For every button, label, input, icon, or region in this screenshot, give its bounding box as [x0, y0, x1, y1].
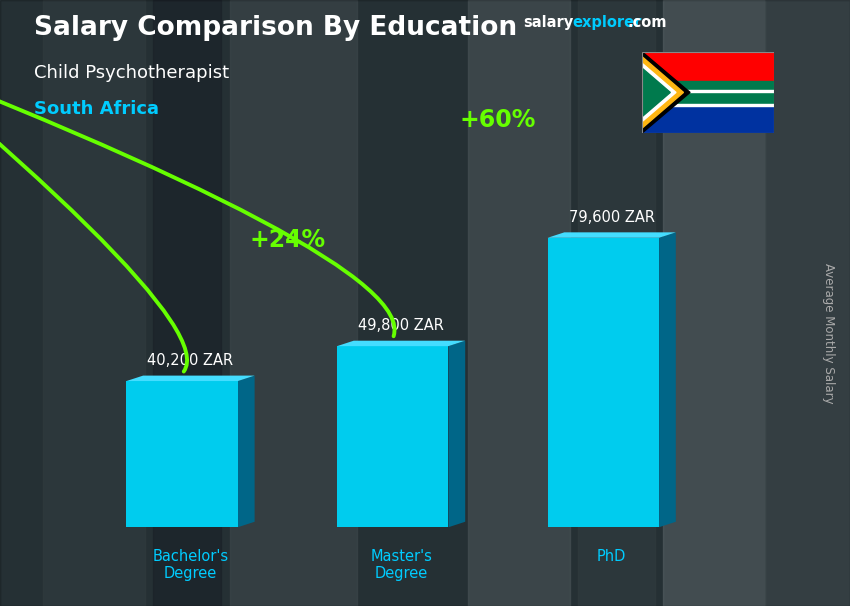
- Text: .com: .com: [627, 15, 666, 30]
- Polygon shape: [337, 341, 465, 346]
- Polygon shape: [642, 63, 676, 122]
- Bar: [642, 104, 774, 106]
- Bar: [127, 381, 238, 527]
- Polygon shape: [642, 56, 683, 128]
- Text: Salary Comparison By Education: Salary Comparison By Education: [34, 15, 517, 41]
- Bar: [547, 238, 659, 527]
- Bar: [765, 0, 850, 606]
- Text: 40,200 ZAR: 40,200 ZAR: [147, 353, 234, 368]
- Text: Bachelor's
Degree: Bachelor's Degree: [152, 549, 229, 581]
- Bar: [642, 92, 774, 133]
- Polygon shape: [659, 232, 676, 527]
- Polygon shape: [547, 232, 676, 238]
- Bar: [578, 0, 654, 606]
- Polygon shape: [642, 52, 690, 133]
- Bar: [337, 346, 449, 527]
- Bar: [366, 0, 450, 606]
- Text: Child Psychotherapist: Child Psychotherapist: [34, 64, 230, 82]
- Text: Average Monthly Salary: Average Monthly Salary: [822, 263, 836, 404]
- Text: +60%: +60%: [460, 108, 536, 132]
- Polygon shape: [238, 376, 255, 527]
- Bar: [468, 0, 570, 606]
- Text: 49,800 ZAR: 49,800 ZAR: [358, 318, 444, 333]
- Text: salary: salary: [523, 15, 573, 30]
- Text: 79,600 ZAR: 79,600 ZAR: [569, 210, 654, 225]
- Polygon shape: [449, 341, 465, 527]
- Text: explorer: explorer: [572, 15, 642, 30]
- Text: South Africa: South Africa: [34, 100, 159, 118]
- Text: +24%: +24%: [249, 228, 326, 251]
- Bar: [230, 0, 357, 606]
- Bar: [42, 0, 144, 606]
- Polygon shape: [642, 68, 671, 117]
- Bar: [642, 81, 774, 104]
- Text: PhD: PhD: [597, 549, 626, 564]
- Text: Master's
Degree: Master's Degree: [370, 549, 432, 581]
- Polygon shape: [127, 376, 255, 381]
- Bar: [642, 52, 774, 92]
- Bar: [153, 0, 221, 606]
- Bar: [663, 0, 765, 606]
- Bar: [642, 90, 774, 92]
